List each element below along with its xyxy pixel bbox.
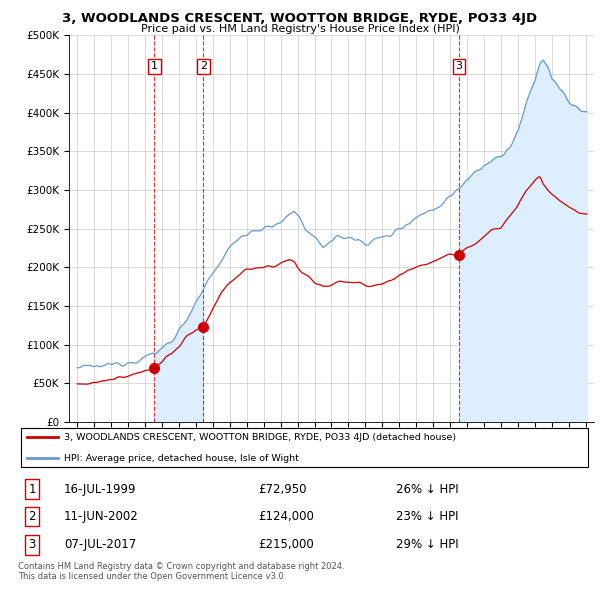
Text: Price paid vs. HM Land Registry's House Price Index (HPI): Price paid vs. HM Land Registry's House …: [140, 24, 460, 34]
Text: £72,950: £72,950: [259, 483, 307, 496]
FancyBboxPatch shape: [21, 428, 588, 467]
Text: 3, WOODLANDS CRESCENT, WOOTTON BRIDGE, RYDE, PO33 4JD: 3, WOODLANDS CRESCENT, WOOTTON BRIDGE, R…: [62, 12, 538, 25]
Text: 11-JUN-2002: 11-JUN-2002: [64, 510, 139, 523]
Text: £215,000: £215,000: [259, 538, 314, 551]
Text: 2: 2: [29, 510, 36, 523]
Text: £124,000: £124,000: [259, 510, 314, 523]
Text: 3: 3: [29, 538, 36, 551]
Text: 16-JUL-1999: 16-JUL-1999: [64, 483, 136, 496]
Text: 26% ↓ HPI: 26% ↓ HPI: [396, 483, 459, 496]
Text: 1: 1: [29, 483, 36, 496]
Text: 07-JUL-2017: 07-JUL-2017: [64, 538, 136, 551]
Text: 3: 3: [455, 61, 463, 71]
Text: 2: 2: [200, 61, 207, 71]
Text: 3, WOODLANDS CRESCENT, WOOTTON BRIDGE, RYDE, PO33 4JD (detached house): 3, WOODLANDS CRESCENT, WOOTTON BRIDGE, R…: [64, 432, 456, 442]
Text: HPI: Average price, detached house, Isle of Wight: HPI: Average price, detached house, Isle…: [64, 454, 299, 463]
Text: Contains HM Land Registry data © Crown copyright and database right 2024.
This d: Contains HM Land Registry data © Crown c…: [18, 562, 344, 581]
Text: 23% ↓ HPI: 23% ↓ HPI: [396, 510, 458, 523]
Text: 1: 1: [151, 61, 158, 71]
Text: 29% ↓ HPI: 29% ↓ HPI: [396, 538, 459, 551]
